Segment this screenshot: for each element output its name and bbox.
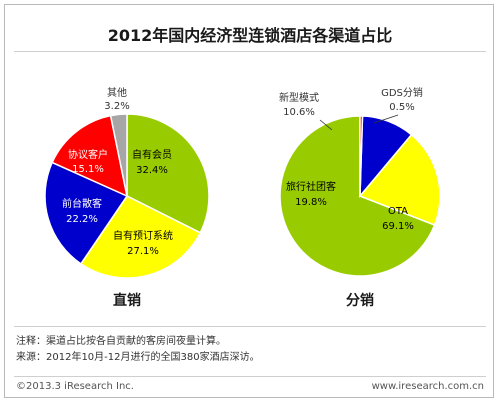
slice-value: 22.2% xyxy=(66,214,98,225)
pie-slice xyxy=(126,113,210,234)
website: www.iresearch.com.cn xyxy=(371,381,484,392)
slice-label: 旅行社团客 xyxy=(286,180,336,193)
pie-slice xyxy=(359,115,364,197)
pie-slice xyxy=(109,113,128,197)
pie-title: 分销 xyxy=(346,292,374,309)
pie-slice xyxy=(44,161,129,265)
notes-divider xyxy=(14,326,486,327)
pie-slice xyxy=(51,114,129,198)
slice-label: 自有预订系统 xyxy=(113,229,173,242)
slice-value: 3.2% xyxy=(104,101,129,112)
footer-divider xyxy=(14,376,486,377)
slice-value: 69.1% xyxy=(382,221,414,232)
pie-slice xyxy=(358,133,441,226)
pie-title: 直销 xyxy=(113,292,141,309)
leader-line xyxy=(373,114,399,124)
slice-value: 19.8% xyxy=(295,197,327,208)
slice-value: 32.4% xyxy=(136,165,168,176)
slice-label: OTA xyxy=(388,206,408,217)
slice-value: 27.1% xyxy=(127,246,159,257)
slice-label: 自有会员 xyxy=(132,148,172,161)
chart-title: 2012年国内经济型连锁酒店各渠道占比 xyxy=(107,26,393,45)
slice-label: 其他 xyxy=(107,86,127,99)
slice-label: GDS分销 xyxy=(381,86,423,99)
slice-label: 新型模式 xyxy=(279,91,319,104)
slice-value: 15.1% xyxy=(72,164,104,175)
pie-distribution: OTA 69.1% 旅行社团客 19.8% 新型模式 10.6% GDS分销 0.5% 分销 xyxy=(279,86,441,309)
pie-slice xyxy=(279,115,436,277)
pie-slice xyxy=(79,195,202,279)
source-text: 来源：2012年10月-12月进行的全国380家酒店深访。 xyxy=(16,352,260,363)
slice-label: 前台散客 xyxy=(62,197,102,210)
note-text: 注释：渠道占比按各自贡献的客房间夜量计算。 xyxy=(16,336,226,347)
leader-line xyxy=(319,119,333,131)
slice-value: 0.5% xyxy=(389,102,414,113)
copyright: ©2013.3 iResearch Inc. xyxy=(16,381,134,392)
slice-value: 10.6% xyxy=(283,107,315,118)
pie-direct-sales: 自有会员 32.4% 自有预订系统 27.1% 前台散客 22.2% 协议客户 15.1% 其他… xyxy=(44,86,210,309)
slice-label: 协议客户 xyxy=(68,148,108,161)
title-divider xyxy=(14,51,486,52)
